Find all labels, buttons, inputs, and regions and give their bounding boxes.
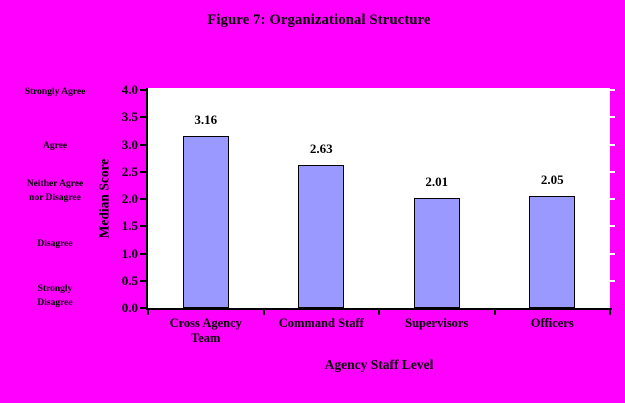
y-axis-title: Median Score	[96, 158, 112, 239]
right-edge-tick	[610, 89, 615, 91]
scale-label-strongly-disagree: Strongly Disagree	[37, 284, 73, 308]
y-tick-label: 2.0	[121, 191, 138, 206]
right-edge-tick	[610, 116, 615, 119]
right-edge-tick	[610, 143, 615, 146]
category-label-officers: Officers	[530, 316, 574, 330]
y-tick-label: 1.0	[121, 245, 138, 261]
right-edge-tick	[610, 279, 615, 282]
y-axis-tick	[140, 252, 146, 255]
y-axis-tick	[140, 225, 146, 228]
y-tick-label: 3.0	[121, 136, 138, 152]
y-tick-label: 4.0	[121, 82, 138, 97]
category-label-supervisors: Supervisors	[405, 316, 469, 330]
x-axis-title: Agency Staff Level	[324, 357, 434, 372]
bar-command-staff	[298, 164, 345, 308]
bar-officers	[529, 196, 576, 308]
y-tick-label: 0.5	[121, 272, 138, 288]
y-axis-tick	[140, 89, 146, 91]
scale-label-agree: Agree	[42, 141, 68, 152]
y-axis-tick	[140, 143, 146, 146]
y-axis-tick	[140, 170, 146, 173]
category-label-command-staff: Command Staff	[278, 316, 364, 330]
y-tick-label: 2.5	[121, 163, 138, 179]
y-tick-label: 3.5	[121, 109, 138, 125]
x-axis-line	[146, 308, 612, 310]
x-axis-tick	[147, 310, 149, 315]
value-label-cross-agency-team: 3.16	[194, 111, 218, 127]
bar-supervisors	[413, 198, 460, 308]
chart-title: Figure 7: Organizational Structure	[207, 12, 431, 28]
x-axis-tick	[378, 310, 380, 315]
scale-label-strongly-agree: Strongly Agree	[24, 87, 86, 98]
y-tick-label: 0.0	[121, 300, 138, 315]
value-label-officers: 2.05	[540, 172, 564, 188]
x-axis-tick	[262, 310, 265, 315]
right-edge-tick	[610, 198, 615, 200]
y-axis-line	[146, 88, 148, 310]
right-edge-tick	[610, 225, 615, 228]
scale-label-disagree: Disagree	[37, 239, 73, 250]
value-label-command-staff: 2.63	[309, 140, 333, 156]
y-axis-tick	[140, 279, 146, 282]
x-axis-tick	[609, 310, 611, 315]
bar-cross-agency-team	[182, 135, 229, 308]
y-axis-tick	[140, 307, 146, 309]
y-axis-tick	[140, 116, 146, 119]
right-edge-tick	[610, 252, 615, 255]
y-tick-label: 1.5	[121, 218, 138, 234]
value-label-supervisors: 2.01	[425, 174, 449, 190]
y-axis-tick	[140, 198, 146, 200]
x-axis-tick	[493, 310, 496, 315]
category-label-cross-agency-team: Cross Agency Team	[169, 316, 242, 345]
right-edge-tick	[610, 170, 615, 173]
scale-label-neither-agree-nor-disagree: Neither Agree nor Disagree	[26, 179, 84, 204]
